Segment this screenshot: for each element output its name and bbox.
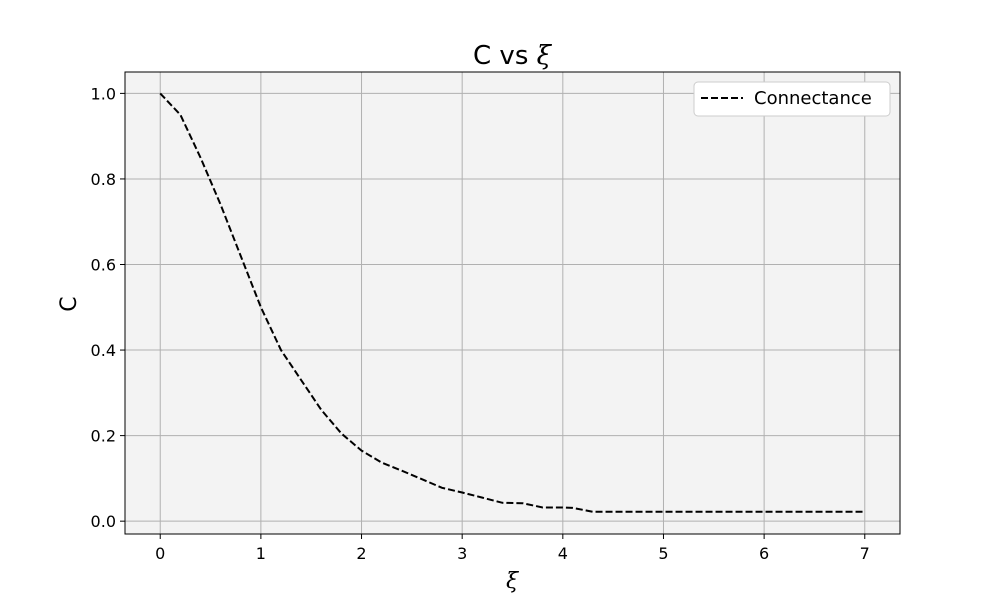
x-tick-label: 3: [457, 544, 467, 563]
grid-lines: [125, 72, 900, 534]
y-tick-label: 0.0: [91, 512, 116, 531]
y-tick-label: 0.8: [91, 170, 116, 189]
y-tick-label: 1.0: [91, 84, 116, 103]
y-tick-label: 0.4: [91, 341, 116, 360]
y-tick-label: 0.6: [91, 256, 116, 275]
x-axis-label: ξ: [506, 569, 520, 594]
y-axis-label: C: [57, 296, 82, 311]
legend-box: [693, 81, 891, 117]
x-tick-label: 2: [356, 544, 366, 563]
legend-label-connectance: Connectance: [754, 88, 872, 109]
x-tick-label: 6: [759, 544, 769, 563]
chart-title: C vs ξ: [473, 41, 553, 71]
series-layer: [159, 92, 865, 513]
x-axis-ticks: 0 1 2 3 4 5 6 7: [155, 534, 870, 563]
chart-title-text: C vs: [473, 41, 537, 71]
y-axis-ticks: 0.0 0.2 0.4 0.6 0.8 1.0: [91, 84, 125, 531]
x-tick-label: 0: [155, 544, 165, 563]
chart-title-symbol: ξ: [537, 41, 553, 71]
x-tick-label: 7: [860, 544, 870, 563]
series-line-connectance: [159, 92, 865, 513]
legend: Connectance: [693, 81, 891, 117]
plot-frame: [124, 71, 901, 535]
x-tick-label: 1: [256, 544, 266, 563]
x-tick-label: 4: [558, 544, 568, 563]
x-tick-label: 5: [658, 544, 668, 563]
plot-area: [125, 72, 900, 534]
y-tick-label: 0.2: [91, 427, 116, 446]
